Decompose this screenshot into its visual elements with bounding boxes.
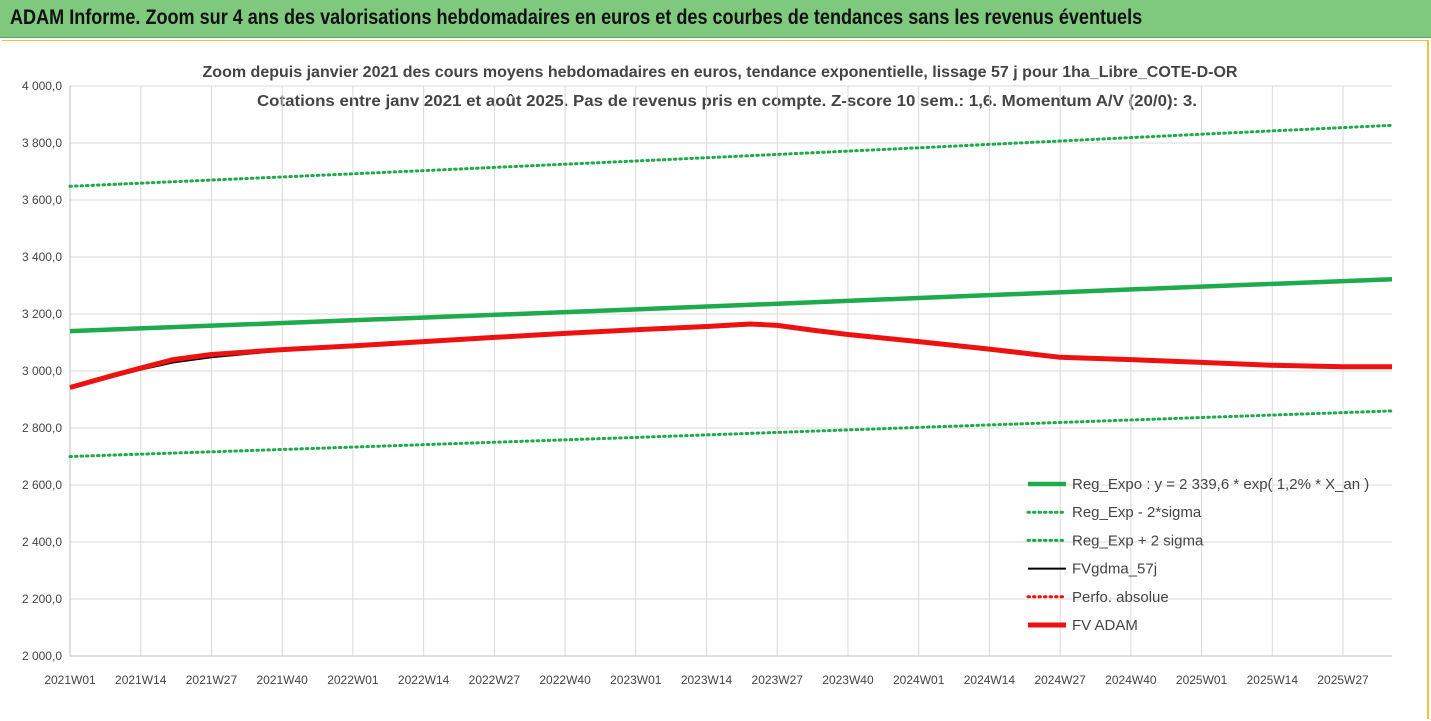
y-tick-label: 2 000,0 [22,649,62,663]
y-tick-label: 3 000,0 [22,364,62,378]
chart-frame [2,40,1429,719]
y-tick-label: 3 600,0 [22,193,62,207]
y-tick-label: 2 800,0 [22,421,62,435]
x-tick-label: 2022W01 [327,673,379,687]
x-tick-label: 2021W27 [186,673,238,687]
x-tick-label: 2021W14 [115,673,167,687]
report-title: ADAM Informe. Zoom sur 4 ans des valoris… [10,6,1143,29]
x-tick-label: 2022W14 [398,673,450,687]
x-tick-label: 2025W14 [1247,673,1299,687]
legend-label: Reg_Exp + 2 sigma [1072,532,1204,549]
x-tick-label: 2025W01 [1176,673,1228,687]
x-tick-label: 2022W27 [469,673,521,687]
x-tick-label: 2023W27 [752,673,804,687]
series-line [69,324,1392,389]
x-tick-label: 2022W40 [539,673,591,687]
chart-title: Zoom depuis janvier 2021 des cours moyen… [203,64,1238,81]
y-tick-label: 4 000,0 [22,79,62,93]
legend-label: Reg_Expo : y = 2 339,6 * exp( 1,2% * X_a… [1072,476,1369,493]
y-tick-label: 3 200,0 [22,307,62,321]
grid-layer [69,85,1392,657]
chart-subtitle: Cotations entre janv 2021 et août 2025. … [257,93,1197,110]
x-tick-label: 2024W01 [893,673,945,687]
y-tick-label: 2 600,0 [22,478,62,492]
series-line [68,123,1394,188]
x-tick-label: 2024W14 [964,673,1016,687]
legend-label: Perfo. absolue [1072,589,1169,606]
x-tick-label: 2023W14 [681,673,733,687]
legend-label: Reg_Exp - 2*sigma [1072,504,1202,521]
x-tick-label: 2024W27 [1034,673,1086,687]
legend-label: FVgdma_57j [1072,561,1157,578]
x-tick-label: 2021W01 [44,673,96,687]
x-tick-label: 2023W01 [610,673,662,687]
y-tick-label: 3 400,0 [22,250,62,264]
x-tick-label: 2025W27 [1317,673,1369,687]
legend: Reg_Expo : y = 2 339,6 * exp( 1,2% * X_a… [1026,476,1369,634]
series-layer [68,123,1394,458]
x-tick-label: 2021W40 [256,673,308,687]
legend-label: FV ADAM [1072,617,1138,634]
series-line [69,276,1393,334]
axis-layer: 4 000,0 3 800,0 3 600,0 3 400,0 3 200,0 3 000… [22,79,1392,687]
report-banner: ADAM Informe. Zoom sur 4 ans des valoris… [0,0,1431,38]
y-tick-label: 2 200,0 [22,592,62,606]
series-line [69,321,1392,390]
x-tick-label: 2024W40 [1105,673,1157,687]
y-tick-label: 2 400,0 [22,535,62,549]
series-line [68,409,1394,458]
x-tick-label: 2023W40 [822,673,874,687]
y-tick-label: 3 800,0 [22,136,62,150]
